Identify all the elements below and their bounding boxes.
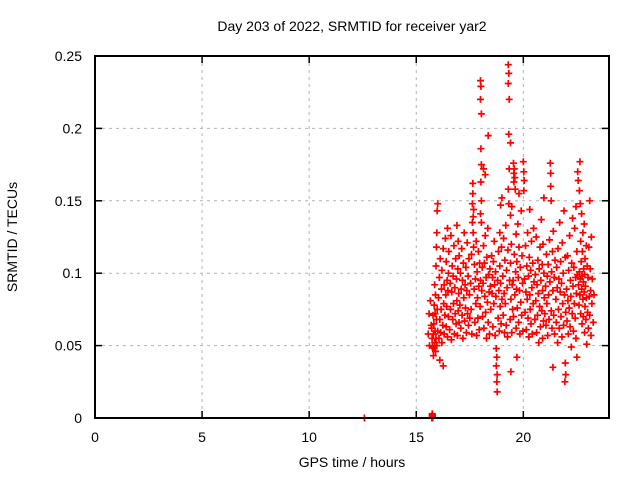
- y-tick-label: 0.1: [63, 265, 83, 281]
- x-tick-label: 15: [408, 429, 424, 445]
- y-tick-labels: 0 0.05 0.1 0.15 0.2 0.25: [55, 48, 82, 426]
- plot-border: [94, 55, 610, 419]
- axis-ticks: [94, 55, 609, 419]
- x-tick-label: 5: [198, 429, 206, 445]
- x-tick-label: 0: [91, 429, 99, 445]
- y-tick-label: 0.25: [55, 48, 82, 64]
- x-tick-labels: 0 5 10 15 20: [91, 429, 531, 445]
- data-point-markers: [360, 61, 598, 422]
- y-tick-label: 0.05: [55, 338, 82, 354]
- y-tick-label: 0.2: [63, 120, 83, 136]
- y-axis-label: SRMTID / TECUs: [4, 182, 20, 292]
- x-axis-label: GPS time / hours: [299, 454, 406, 470]
- x-tick-label: 10: [301, 429, 317, 445]
- gridlines: [95, 56, 609, 418]
- x-tick-label: 20: [516, 429, 532, 445]
- chart-title: Day 203 of 2022, SRMTID for receiver yar…: [217, 18, 486, 34]
- y-tick-label: 0.15: [55, 193, 82, 209]
- y-tick-label: 0: [74, 410, 82, 426]
- plus-markers: [360, 61, 598, 422]
